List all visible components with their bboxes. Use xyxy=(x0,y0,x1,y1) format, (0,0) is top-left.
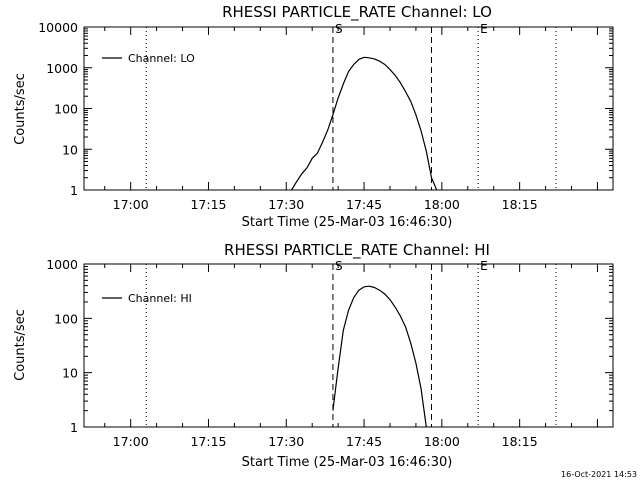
x-tick-label: 17:00 xyxy=(113,434,149,449)
y-tick-label: 100 xyxy=(54,102,78,117)
y-tick-label: 1000 xyxy=(46,61,78,76)
y-tick-label: 1000 xyxy=(46,257,78,272)
x-tick-label: 18:15 xyxy=(502,197,538,212)
y-tick-label: 10000 xyxy=(38,20,78,35)
y-axis-ticks-lo: 1 10 100 1000 10000 xyxy=(38,20,613,198)
x-axis-ticks-hi: 17:00 17:15 17:30 17:45 18:00 18:15 xyxy=(104,264,598,449)
x-tick-label: 17:45 xyxy=(346,197,382,212)
chart-title-lo: RHESSI PARTICLE_RATE Channel: LO xyxy=(222,3,492,22)
x-tick-label: 18:00 xyxy=(424,197,460,212)
x-axis-label-lo: Start Time (25-Mar-03 16:46:30) xyxy=(242,215,453,230)
timestamp-footer: 16-Oct-2021 14:53 xyxy=(561,470,637,479)
y-tick-label: 10 xyxy=(62,142,78,157)
x-tick-label: 17:15 xyxy=(190,434,226,449)
event-marker-label: E xyxy=(480,22,488,36)
plot-area-hi xyxy=(83,263,614,428)
series-line-hi xyxy=(332,285,427,428)
y-tick-label: 10 xyxy=(62,366,78,381)
chart-title-hi: RHESSI PARTICLE_RATE Channel: HI xyxy=(224,241,490,260)
x-axis-label-hi: Start Time (25-Mar-03 16:46:30) xyxy=(242,455,453,470)
x-tick-label: 17:15 xyxy=(190,197,226,212)
event-marker-label: S xyxy=(335,259,343,273)
x-tick-label: 18:15 xyxy=(502,434,538,449)
legend-label-hi: Channel: HI xyxy=(128,292,192,305)
legend-label-lo: Channel: LO xyxy=(128,52,195,65)
event-marker-label: S xyxy=(335,22,343,36)
y-tick-label: 1 xyxy=(70,183,78,198)
y-axis-label-hi: Counts/sec xyxy=(13,309,28,381)
y-tick-label: 1 xyxy=(70,420,78,435)
x-tick-label: 17:00 xyxy=(113,197,149,212)
x-tick-label: 17:30 xyxy=(268,434,304,449)
y-tick-label: 100 xyxy=(54,311,78,326)
x-tick-label: 18:00 xyxy=(424,434,460,449)
x-tick-label: 17:45 xyxy=(346,434,382,449)
x-axis-ticks-lo: 17:00 17:15 17:30 17:45 18:00 18:15 xyxy=(104,27,598,212)
y-axis-label-lo: Counts/sec xyxy=(13,73,28,145)
series-line-lo xyxy=(290,56,438,191)
x-tick-label: 17:30 xyxy=(268,197,304,212)
event-marker-label: E xyxy=(480,259,488,273)
y-axis-ticks-hi: 1 10 100 1000 xyxy=(46,257,613,435)
